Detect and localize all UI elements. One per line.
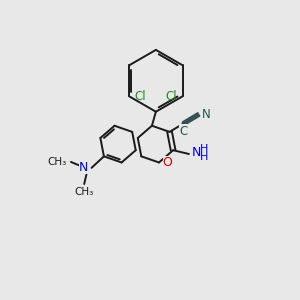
Text: Cl: Cl <box>134 90 146 103</box>
Text: C: C <box>179 125 188 138</box>
Text: H: H <box>200 144 208 154</box>
Text: N: N <box>192 146 201 159</box>
Text: O: O <box>163 156 172 169</box>
Text: N: N <box>202 108 211 121</box>
Text: H: H <box>200 152 208 162</box>
Text: CH₃: CH₃ <box>47 157 67 167</box>
Text: Cl: Cl <box>166 90 177 103</box>
Text: N: N <box>79 161 88 174</box>
Text: CH₃: CH₃ <box>75 187 94 197</box>
